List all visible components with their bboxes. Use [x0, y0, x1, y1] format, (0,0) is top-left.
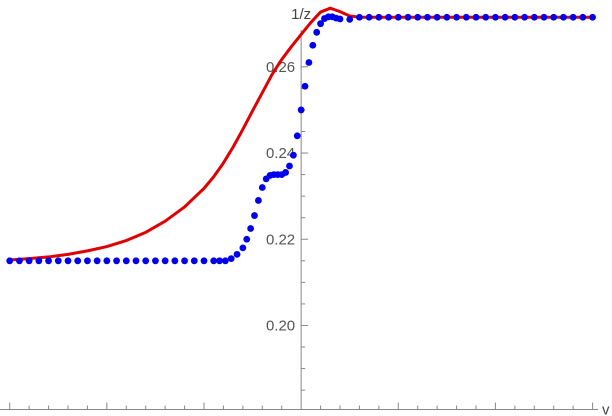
series [6, 6, 596, 265]
blue-data-point [54, 257, 62, 265]
y-tick-label: 0.24 [266, 145, 295, 162]
y-tick-label: 0.22 [266, 231, 295, 248]
blue-data-point [365, 13, 373, 21]
blue-data-point [286, 162, 293, 170]
blue-data-point [472, 13, 480, 21]
blue-data-point [255, 197, 262, 204]
blue-data-point [394, 13, 402, 21]
red-curve-line [9, 6, 593, 262]
blue-data-point [579, 13, 587, 21]
blue-data-point [171, 257, 179, 265]
ticks: −15−10−5510150.200.220.240.26 [9, 59, 594, 410]
blue-data-point [385, 13, 392, 21]
blue-data-point [210, 257, 218, 265]
blue-data-point [336, 15, 344, 23]
blue-data-point [200, 257, 208, 265]
blue-data-point [309, 41, 317, 49]
blue-data-point [152, 257, 159, 265]
blue-data-point [221, 257, 229, 265]
blue-data-point [433, 13, 441, 21]
blue-data-point [301, 82, 309, 90]
blue-data-point [282, 169, 289, 176]
blue-data-point [113, 257, 120, 265]
blue-data-point [289, 151, 297, 159]
blue-data-point [589, 13, 596, 21]
blue-data-point [482, 13, 490, 21]
blue-data-point [293, 132, 301, 140]
blue-data-point [103, 257, 111, 265]
blue-data-point [132, 257, 140, 265]
blue-data-point [501, 13, 509, 21]
blue-data-point [443, 13, 451, 21]
blue-data-point [404, 13, 412, 21]
blue-data-point [258, 184, 266, 191]
y-axis-title: 1/z [291, 6, 311, 23]
blue-data-point [540, 13, 548, 21]
blue-data-point [414, 13, 422, 21]
blue-data-point [142, 257, 150, 265]
blue-data-point [462, 13, 470, 21]
blue-data-point [424, 13, 431, 21]
blue-data-point [239, 244, 247, 252]
blue-data-point [122, 257, 130, 265]
blue-data-point [305, 59, 313, 66]
blue-data-point [453, 13, 460, 21]
blue-data-point [313, 28, 321, 36]
y-tick-label: 0.20 [266, 317, 295, 334]
axes [0, 30, 598, 411]
blue-data-point [64, 257, 72, 265]
blue-data-point [25, 257, 33, 265]
blue-data-point [243, 235, 251, 243]
blue-data-point [297, 106, 305, 114]
blue-data-point [6, 257, 14, 265]
blue-data-point [530, 13, 538, 21]
blue-data-point [569, 13, 577, 21]
blue-data-point [35, 257, 43, 265]
blue-data-point [492, 13, 499, 21]
blue-data-point [93, 257, 101, 265]
blue-data-point [511, 13, 519, 21]
blue-data-point [550, 13, 558, 21]
blue-data-point [74, 257, 82, 265]
blue-data-point [190, 257, 198, 265]
blue-data-point [45, 257, 52, 265]
blue-data-point [161, 257, 169, 265]
blue-data-point [356, 13, 363, 21]
blue-data-point [227, 255, 235, 263]
x-axis-title: v [602, 402, 610, 416]
blue-data-point [16, 257, 23, 265]
blue-data-point [560, 13, 567, 21]
blue-data-point [521, 13, 528, 21]
blue-data-point [181, 257, 188, 265]
blue-data-point [251, 212, 258, 219]
blue-data-point [233, 250, 241, 258]
blue-data-point [216, 257, 223, 265]
blue-data-point [84, 257, 91, 265]
blue-data-point [317, 20, 324, 28]
blue-data-point [346, 16, 354, 23]
blue-data-point [375, 13, 383, 21]
blue-data-point [247, 225, 255, 232]
